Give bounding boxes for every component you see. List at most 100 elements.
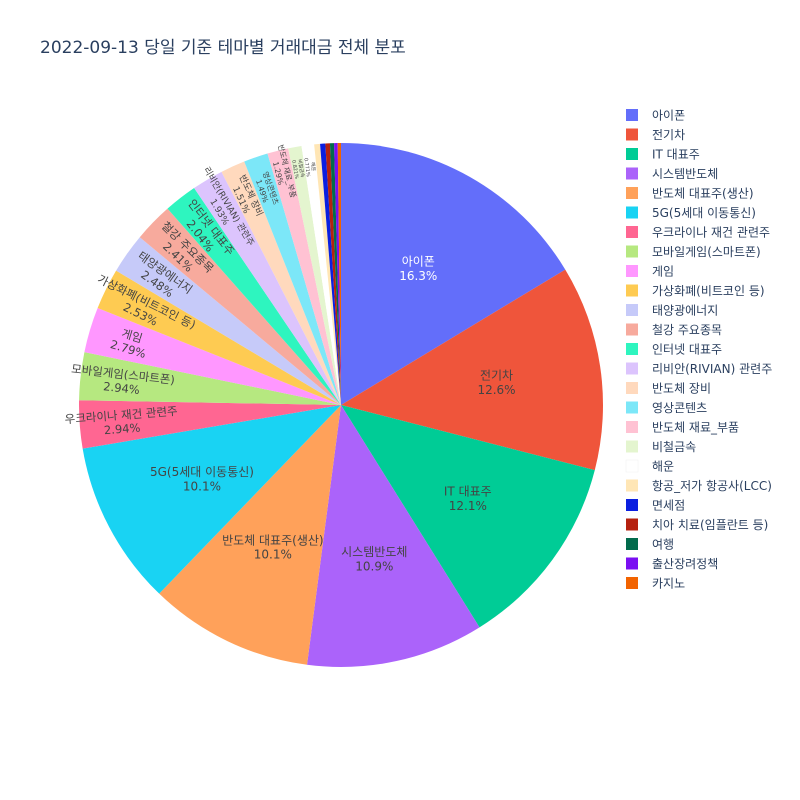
legend-swatch-17 [626,440,638,453]
legend-swatch-9 [626,284,638,297]
legend-item-14[interactable]: 반도체 장비 [626,382,711,396]
legend-swatch-2 [626,148,638,160]
slice-13 [194,171,341,405]
legend-item-0[interactable]: 아이폰 [626,109,685,123]
legend-item-9[interactable]: 가상화폐(비트코인 등) [626,284,765,298]
slice-1 [341,269,603,471]
legend-label-23: 출산장려정책 [652,556,718,571]
slice-label-1: 전기차 12.6% [477,369,515,397]
slice-label-3: 시스템반도체 10.9% [341,545,407,573]
legend-item-15[interactable]: 영상콘텐츠 [626,401,707,415]
slice-22 [329,143,341,405]
legend-item-10[interactable]: 태양광에너지 [626,304,718,318]
slice-6 [79,400,342,449]
legend-item-22[interactable]: 여행 [626,537,674,552]
slice-3 [307,405,480,667]
legend-item-8[interactable]: 게임 [626,265,674,279]
legend-label-14: 반도체 장비 [652,382,711,396]
legend-item-24[interactable]: 카지노 [626,577,685,591]
legend-label-1: 전기차 [652,128,685,142]
slice-label-17: 비철금속0.821% [290,158,306,179]
slice-21 [325,143,341,406]
legend-item-2[interactable]: IT 대표주 [626,148,700,162]
legend-item-3[interactable]: 시스템반도체 [626,167,718,181]
legend-item-1[interactable]: 전기차 [626,128,685,142]
legend-label-0: 아이폰 [652,109,685,123]
slice-14 [221,161,341,405]
legend-swatch-19 [626,479,638,492]
legend-swatch-18 [625,459,639,473]
pie-slices [79,143,603,667]
slice-label-0: 아이폰 16.3% [399,255,437,283]
legend-label-20: 면세점 [652,499,685,513]
slice-4 [159,405,341,665]
legend-label-6: 우크라이나 재건 관련주 [652,226,770,240]
legend-swatch-16 [626,421,638,433]
legend-item-20[interactable]: 면세점 [626,499,685,513]
legend-item-21[interactable]: 치아 치료(임플란트 등) [626,518,768,532]
slice-label-4: 반도체 대표주(생산) 10.1% [222,533,324,561]
legend-item-6[interactable]: 우크라이나 재건 관련주 [626,226,770,240]
legend-label-8: 게임 [652,265,674,279]
legend-label-11: 철강 주요종목 [652,323,722,337]
legend-item-23[interactable]: 출산장려정책 [626,556,718,571]
legend-label-7: 모바일게임(스마트폰) [652,245,761,259]
legend-swatch-21 [626,518,638,531]
legend-item-11[interactable]: 철강 주요종목 [626,323,722,337]
slice-0 [341,143,566,405]
legend-label-24: 카지노 [652,577,685,591]
legend-item-13[interactable]: 리비안(RIVIAN) 관련주 [626,362,772,376]
legend-label-9: 가상화폐(비트코인 등) [652,284,765,298]
slice-7 [79,352,342,405]
legend-swatch-5 [626,206,638,219]
slice-23 [334,143,341,406]
legend-swatch-20 [626,499,638,511]
slice-label-18: 해운0.771% [302,157,317,178]
slice-label-5: 5G(5세대 이동통신) 10.1% [150,465,254,493]
legend-item-19[interactable]: 항공_저가 항공사(LCC) [626,479,772,493]
legend-item-4[interactable]: 반도체 대표주(생산) [626,187,754,201]
legend-swatch-22 [626,538,638,550]
legend-item-12[interactable]: 인터넷 대표주 [626,343,722,357]
legend-swatch-15 [626,401,638,414]
legend-swatch-1 [626,128,638,141]
legend-swatch-0 [626,109,638,121]
legend-label-12: 인터넷 대표주 [652,343,722,357]
chart-title: 2022-09-13 당일 기준 테마별 거래대금 전체 분포 [40,38,406,58]
slice-9 [97,270,341,405]
legend-swatch-7 [626,245,638,258]
slice-label-2: IT 대표주 12.1% [444,485,492,513]
legend-label-10: 태양광에너지 [652,304,718,318]
legend-label-15: 영상콘텐츠 [652,401,707,415]
slice-10 [116,237,342,405]
legend-label-18: 해운 [652,460,674,474]
legend-swatch-3 [626,167,638,180]
legend-item-17[interactable]: 비철금속 [626,440,696,454]
slice-19 [314,143,341,406]
legend-swatch-14 [626,382,638,394]
legend-label-19: 항공_저가 항공사(LCC) [652,479,772,493]
legend-item-5[interactable]: 5G(5세대 이동통신) [626,206,756,220]
legend-swatch-12 [626,343,638,355]
legend-label-3: 시스템반도체 [652,167,718,181]
legend-item-7[interactable]: 모바일게임(스마트폰) [626,245,761,259]
legend-item-18[interactable]: 해운 [625,459,674,474]
legend-label-22: 여행 [652,537,674,552]
legend-swatch-10 [626,304,638,316]
legend-label-5: 5G(5세대 이동통신) [652,206,756,220]
legend-label-21: 치아 치료(임플란트 등) [652,518,768,532]
legend-swatch-11 [626,323,638,336]
pie-labels: 아이폰 16.3% 전기차 12.6% IT 대표주 12.1% 시스템반도체 10.9% 반도… [64,143,515,573]
legend-label-2: IT 대표주 [652,148,700,162]
slice-5 [82,405,341,594]
legend-label-16: 반도체 재료_부품 [652,421,739,435]
legend-swatch-8 [626,265,638,277]
legend-swatch-4 [626,187,638,199]
legend-label-13: 리비안(RIVIAN) 관련주 [652,362,772,376]
legend-item-16[interactable]: 반도체 재료_부품 [626,421,739,435]
legend-swatch-13 [626,362,638,375]
slice-11 [139,208,341,405]
slice-2 [341,405,595,628]
